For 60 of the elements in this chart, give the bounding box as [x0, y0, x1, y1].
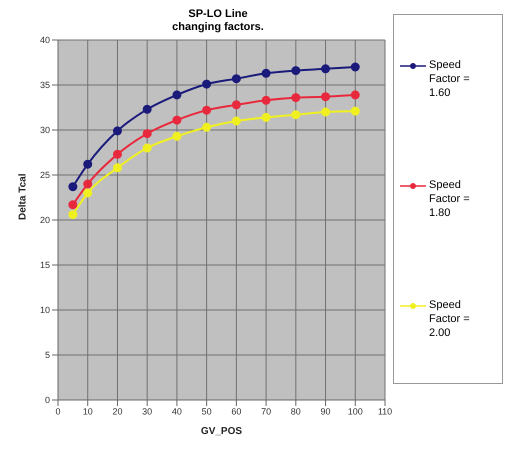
- point: [68, 210, 78, 220]
- point: [172, 132, 182, 141]
- chart-title: SP-LO Line changing factors.: [171, 8, 265, 34]
- point: [83, 188, 92, 198]
- point: [232, 116, 241, 126]
- y-tick-label: 15: [40, 260, 50, 270]
- point: [68, 200, 78, 210]
- x-tick-label: 50: [202, 406, 212, 416]
- x-tick-label: 10: [82, 406, 93, 416]
- point: [172, 116, 182, 125]
- point: [68, 182, 78, 192]
- point: [232, 100, 241, 110]
- legend-label: Speed Factor = 2.00: [429, 298, 471, 340]
- point: [350, 62, 360, 72]
- point: [262, 96, 271, 105]
- y-axis-title: Delta Tcal: [18, 173, 29, 220]
- point: [172, 90, 182, 100]
- x-tick-label: 80: [290, 406, 301, 416]
- point: [321, 92, 330, 102]
- point: [321, 64, 330, 74]
- point: [350, 90, 360, 100]
- x-tick-label: 90: [320, 406, 331, 416]
- x-tick-label: 20: [112, 406, 122, 416]
- y-tick-label: 10: [40, 305, 50, 316]
- x-axis-title: GV_POS: [200, 426, 242, 437]
- x-tick-label: 60: [231, 406, 242, 416]
- y-tick-label: 20: [40, 215, 50, 226]
- x-tick-label: 40: [172, 406, 182, 416]
- point: [142, 129, 152, 138]
- x-tick-label: 100: [348, 406, 363, 416]
- point: [112, 126, 122, 136]
- point: [232, 74, 241, 84]
- x-tick-label: 30: [142, 406, 152, 416]
- point: [112, 163, 122, 172]
- point: [142, 104, 152, 114]
- point: [262, 112, 271, 122]
- point: [291, 110, 300, 120]
- point: [142, 144, 152, 152]
- point: [262, 68, 271, 78]
- point: [202, 106, 212, 115]
- point: [321, 108, 330, 116]
- point: [291, 93, 300, 102]
- point: [291, 66, 300, 76]
- point: [83, 180, 92, 188]
- legend-label: Speed Factor = 1.80: [429, 178, 471, 220]
- y-tick-label: 5: [44, 350, 50, 360]
- point: [350, 106, 360, 116]
- x-tick-label: 70: [261, 406, 272, 416]
- y-tick-label: 40: [40, 35, 50, 46]
- point: [202, 122, 212, 132]
- point: [83, 160, 92, 169]
- y-tick-label: 25: [40, 170, 50, 180]
- x-tick-label: 110: [378, 406, 392, 416]
- point: [202, 80, 212, 89]
- x-tick-label: 0: [55, 406, 61, 416]
- y-tick-label: 35: [40, 80, 50, 90]
- y-tick-label: 0: [44, 395, 50, 406]
- legend-label: Speed Factor = 1.60: [429, 58, 471, 100]
- y-tick-label: 30: [40, 125, 50, 136]
- point: [112, 150, 122, 159]
